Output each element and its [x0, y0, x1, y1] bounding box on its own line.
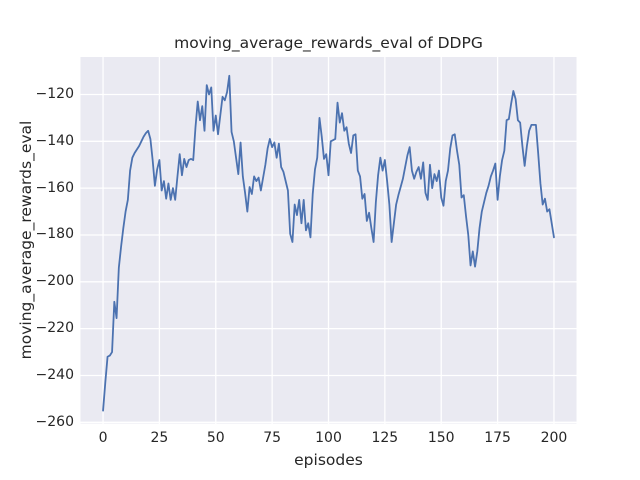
x-tick-label: 0 — [98, 430, 108, 446]
y-tick-label: −260 — [35, 413, 74, 430]
x-tick-label: 175 — [484, 430, 511, 446]
series-line — [102, 74, 555, 412]
y-tick-label: −180 — [35, 226, 74, 243]
y-tick-label: −120 — [35, 85, 74, 102]
y-tick-label: −220 — [35, 320, 74, 337]
x-tick-label: 75 — [263, 430, 282, 446]
chart-title: moving_average_rewards_eval of DDPG — [174, 34, 483, 52]
y-tick-label: −160 — [35, 179, 74, 196]
x-axis-label: episodes — [294, 451, 363, 469]
x-tick-label: 200 — [540, 430, 568, 446]
y-tick-label: −240 — [35, 366, 74, 383]
y-tick-label: −200 — [35, 273, 74, 290]
y-tick-label: −140 — [35, 132, 74, 149]
x-tick-label: 150 — [427, 430, 455, 446]
x-tick-label: 100 — [315, 430, 342, 446]
x-tick-label: 125 — [371, 430, 399, 446]
x-tick-label: 50 — [206, 430, 225, 446]
x-tick-label: 25 — [150, 430, 169, 446]
